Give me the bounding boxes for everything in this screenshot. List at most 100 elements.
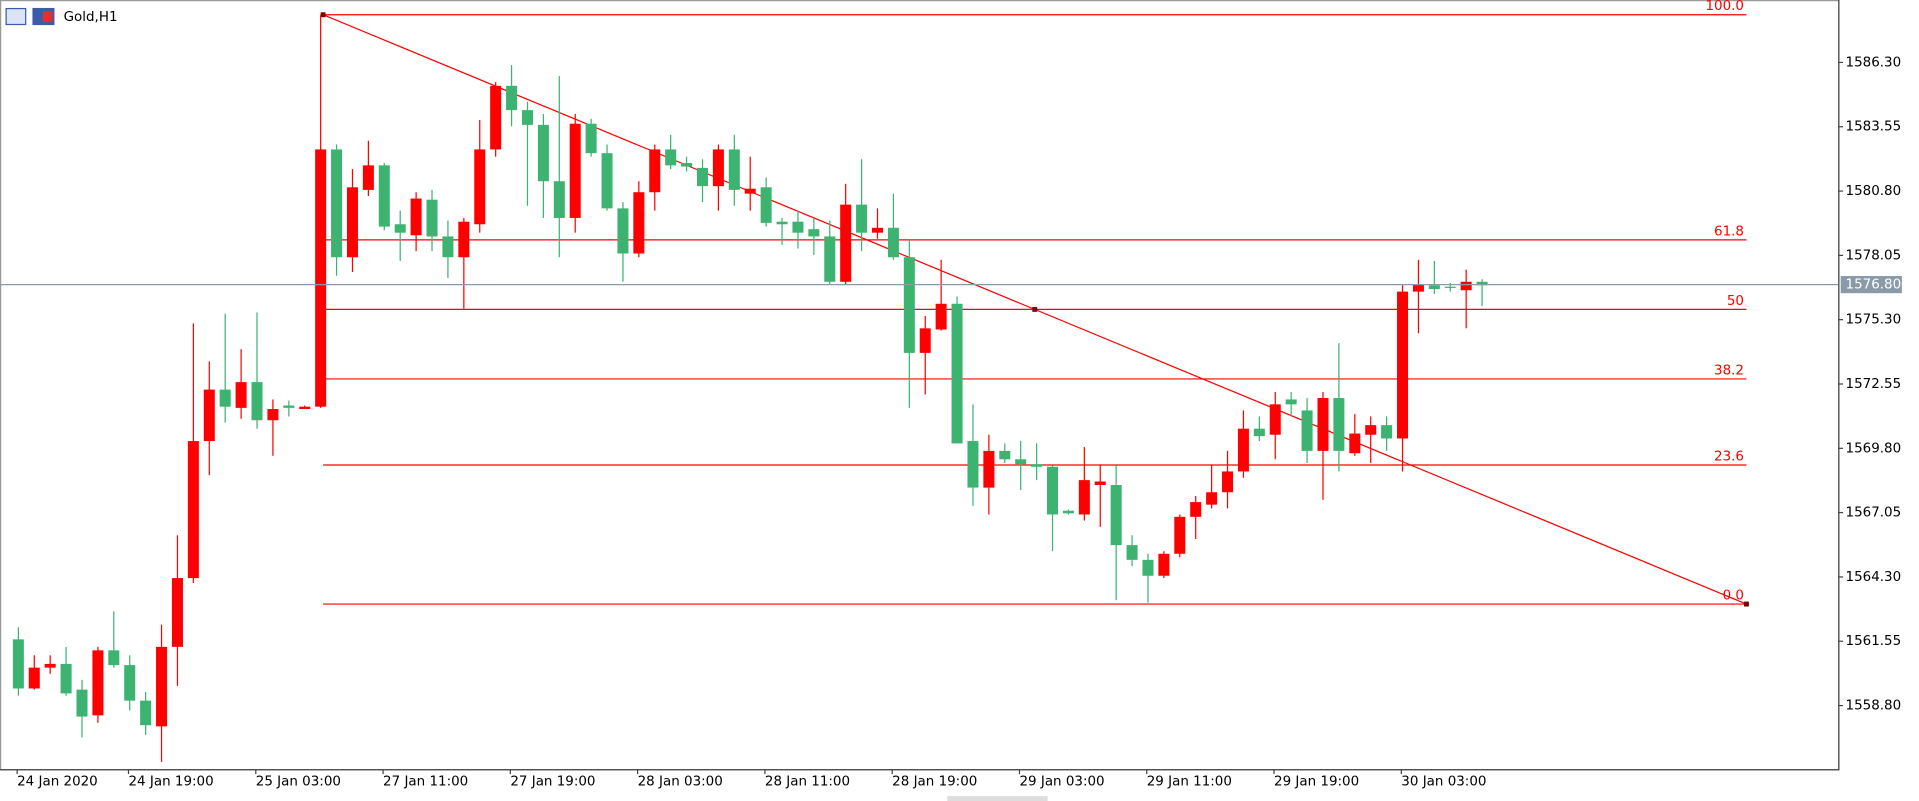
- candle-body: [28, 667, 40, 689]
- y-tick-label: 1567.05: [1846, 506, 1902, 521]
- candle-body: [331, 149, 343, 258]
- candle-body: [1317, 398, 1329, 451]
- candle-body: [951, 303, 963, 444]
- fib-midpoint: [1032, 306, 1038, 312]
- axes: 1558.80 1561.55 1564.30 1567.05 1569.80 1572.…: [0, 55, 1902, 789]
- candle-body: [1460, 281, 1472, 291]
- y-tick-label: 1586.30: [1846, 55, 1902, 70]
- icon: [42, 11, 53, 23]
- y-tick-label: 1583.55: [1846, 120, 1902, 135]
- candle-body: [12, 639, 24, 689]
- fib-anchor: [1743, 601, 1749, 607]
- candle-body: [251, 382, 263, 421]
- candle-body: [1142, 559, 1154, 576]
- window-icons: [5, 7, 55, 26]
- candle-body: [649, 149, 661, 193]
- candle-body: [1397, 291, 1409, 439]
- scroll-tab: [947, 796, 1048, 801]
- icon: [5, 7, 27, 26]
- candle-body: [1158, 553, 1170, 576]
- current-price-box: [1840, 276, 1902, 294]
- x-tick-label: 24 Jan 19:00: [129, 774, 214, 789]
- x-tick-label: 25 Jan 03:00: [256, 774, 341, 789]
- y-tick-label: 1558.80: [1846, 699, 1902, 714]
- candle-body: [760, 187, 772, 223]
- candle-body: [840, 204, 852, 282]
- candle-body: [824, 236, 836, 282]
- candle-body: [315, 149, 327, 407]
- candle-body: [44, 663, 56, 668]
- fib-level-label: 38.2: [1714, 363, 1744, 378]
- candles: [12, 14, 1488, 762]
- candle-body: [410, 198, 422, 236]
- candle-body: [1349, 433, 1361, 454]
- y-tick-label: 1578.05: [1846, 248, 1902, 263]
- x-tick-label: 28 Jan 11:00: [765, 774, 850, 789]
- candle-body: [442, 236, 454, 258]
- candle-body: [92, 650, 104, 716]
- candle-body: [903, 257, 915, 353]
- candle-body: [665, 149, 677, 166]
- candle-body: [1206, 492, 1218, 505]
- candle-body: [1365, 425, 1377, 435]
- candle-body: [1253, 428, 1265, 437]
- candle-body: [1333, 398, 1345, 451]
- candle-body: [744, 188, 756, 194]
- y-tick-label: 1569.80: [1846, 441, 1902, 456]
- candle-body: [1222, 471, 1234, 493]
- fib-level-label: 100.0: [1705, 0, 1744, 14]
- y-tick-label: 1564.30: [1846, 570, 1902, 585]
- current-price-label: 1576.80: [1846, 278, 1902, 293]
- candle-body: [1476, 281, 1488, 286]
- candle-body: [808, 229, 820, 237]
- candle-body: [490, 85, 502, 150]
- candle-body: [1285, 399, 1297, 405]
- x-tick-label: 30 Jan 03:00: [1401, 774, 1486, 789]
- candle-body: [1237, 428, 1249, 472]
- y-tick-label: 1580.80: [1846, 184, 1902, 199]
- y-tick-label: 1561.55: [1846, 634, 1902, 649]
- candle-body: [124, 665, 136, 701]
- candle-body: [187, 441, 199, 579]
- candle-body: [1031, 464, 1043, 467]
- candle-body: [474, 149, 486, 225]
- candle-body: [299, 406, 311, 410]
- candle-body: [378, 165, 390, 227]
- candle-body: [426, 199, 438, 237]
- candle-body: [999, 450, 1011, 460]
- fib-level-label: 50: [1727, 294, 1744, 309]
- fibonacci: 0.0 23.6 38.2 50 61.8 100.0: [320, 0, 1749, 607]
- candle-body: [887, 227, 899, 258]
- candle-body: [681, 162, 693, 167]
- candle-body: [203, 389, 215, 442]
- candle-body: [919, 328, 931, 353]
- x-tick-label: 29 Jan 11:00: [1147, 774, 1232, 789]
- candle-body: [712, 149, 724, 187]
- candle-body: [1062, 510, 1074, 514]
- candle-body: [1094, 481, 1106, 486]
- y-tick-label: 1575.30: [1846, 313, 1902, 328]
- fib-level-label: 0.0: [1723, 588, 1744, 603]
- candle-body: [506, 85, 518, 111]
- candle-body: [537, 124, 549, 182]
- candle-body: [871, 227, 884, 233]
- candle-body: [633, 192, 645, 254]
- candle-body: [140, 700, 152, 726]
- candle-body: [76, 689, 88, 717]
- candle-body: [219, 389, 231, 407]
- candle-body: [1174, 516, 1186, 554]
- candle-body: [728, 149, 740, 190]
- candle-body: [1301, 410, 1313, 451]
- candle-body: [346, 187, 358, 258]
- candle-body: [267, 409, 279, 421]
- candle-body: [585, 123, 597, 154]
- candle-body: [235, 382, 247, 408]
- candle-body: [601, 153, 613, 209]
- candle-body: [1126, 545, 1138, 560]
- candle-body: [362, 165, 374, 190]
- candle-body: [1412, 284, 1424, 292]
- candle-body: [283, 405, 295, 408]
- candle-body: [108, 650, 120, 666]
- candle-body: [521, 110, 533, 125]
